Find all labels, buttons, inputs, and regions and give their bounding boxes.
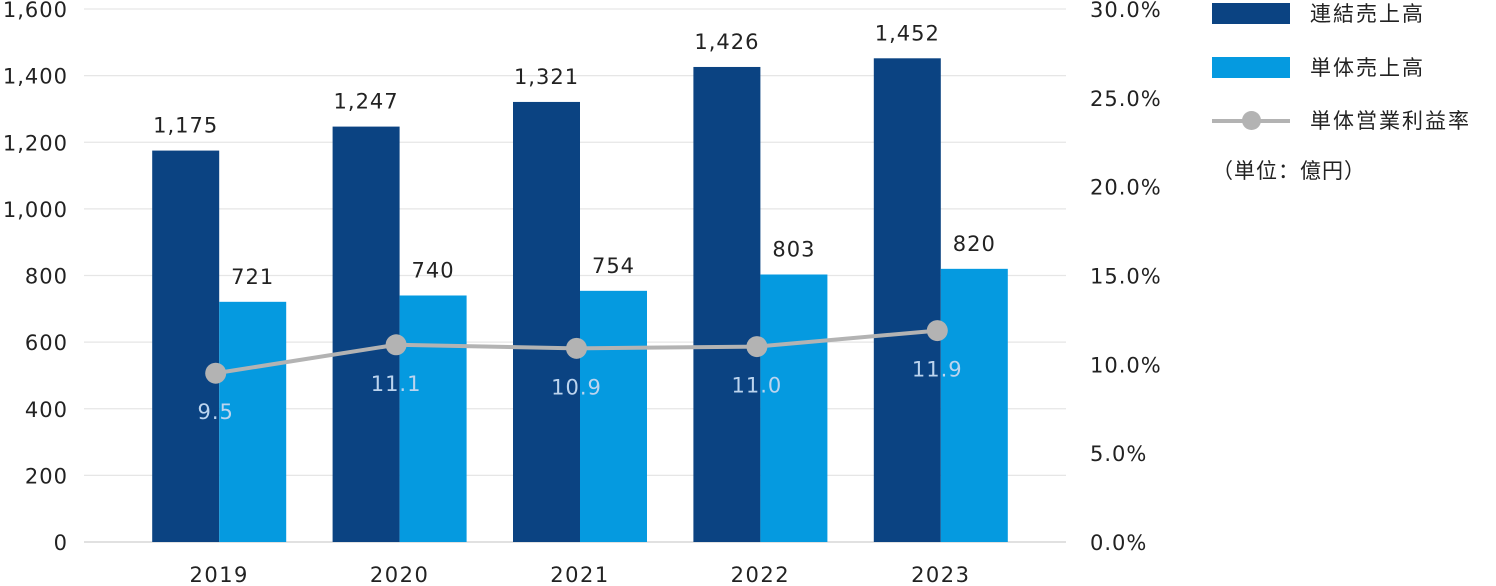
x-tick-label: 2021 — [550, 563, 609, 586]
left-axis: 0 200 400 600 800 1,000 1,200 1,400 1,600 — [3, 0, 68, 555]
bar-2021-s0 — [513, 101, 580, 543]
unit-note: （単位：億円） — [1212, 159, 1366, 183]
left-tick-label: 400 — [25, 398, 68, 422]
legend-label: 単体売上高 — [1310, 56, 1425, 80]
bar-value-label: 740 — [412, 258, 455, 282]
margin-point-2023 — [926, 320, 948, 342]
bar-value-label: 721 — [231, 265, 274, 289]
margin-point-2019 — [205, 362, 227, 384]
bar-2023-s1 — [940, 268, 1008, 542]
legend-item-standalone-sales: 単体売上高 — [1212, 50, 1425, 84]
bar-2019-s0 — [152, 150, 220, 542]
left-tick-label: 800 — [25, 265, 68, 289]
bar-value-label: 754 — [592, 254, 635, 278]
bar-2023-s0 — [873, 58, 941, 543]
legend-item-consolidated-sales: 連結売上高 — [1212, 0, 1425, 30]
left-tick-label: 1,400 — [3, 65, 68, 89]
margin-value-label: 9.5 — [197, 400, 233, 424]
right-tick-label: 20.0% — [1090, 176, 1162, 200]
right-tick-label: 5.0% — [1090, 442, 1147, 466]
bar-2020-s1 — [399, 295, 467, 542]
margin-value-label: 11.0 — [732, 374, 783, 398]
legend-swatch-margin-line — [1212, 110, 1290, 131]
x-tick-label: 2019 — [189, 563, 248, 586]
margin-point-2021 — [566, 337, 587, 359]
right-tick-label: 30.0% — [1090, 0, 1162, 22]
bar-value-label: 803 — [772, 238, 815, 262]
x-tick-label: 2022 — [731, 563, 790, 586]
bar-value-label: 1,247 — [334, 90, 399, 114]
margin-value-label: 11.1 — [371, 372, 422, 396]
legend-label: 連結売上高 — [1310, 2, 1425, 26]
bar-value-label: 820 — [953, 232, 996, 256]
right-tick-label: 15.0% — [1090, 265, 1162, 289]
legend-swatch-consolidated — [1212, 2, 1290, 24]
bar-2020-s0 — [332, 126, 400, 542]
bar-value-label: 1,321 — [514, 65, 579, 89]
bar-2021-s1 — [580, 290, 647, 542]
margin-point-2022 — [746, 336, 768, 358]
left-tick-label: 1,600 — [3, 0, 68, 22]
bar-2019-s1 — [219, 301, 287, 542]
bar-2022-s1 — [760, 274, 828, 542]
right-tick-label: 0.0% — [1090, 531, 1147, 555]
margin-point-2020 — [385, 334, 407, 356]
x-tick-label: 2023 — [911, 563, 970, 586]
bar-value-label: 1,452 — [875, 21, 940, 45]
margin-value-label: 11.9 — [912, 358, 963, 382]
left-tick-label: 0 — [54, 531, 68, 555]
bar-value-label: 1,426 — [694, 30, 759, 54]
legend-item-operating-margin: 単体営業利益率 — [1212, 103, 1471, 137]
legend-swatch-standalone — [1212, 56, 1290, 78]
left-tick-label: 1,200 — [3, 131, 68, 155]
legend-label: 単体営業利益率 — [1310, 109, 1471, 133]
right-axis: 0.0% 5.0% 10.0% 15.0% 20.0% 25.0% 30.0% — [1090, 0, 1162, 555]
right-tick-label: 10.0% — [1090, 353, 1162, 377]
left-tick-label: 1,000 — [3, 198, 68, 222]
margin-value-label: 10.9 — [551, 375, 602, 399]
bars: 1,175 1,247 1,321 1,426 1,452 721 740 754 803 820 — [152, 21, 1008, 543]
bar-2022-s0 — [693, 66, 761, 543]
x-tick-label: 2020 — [370, 563, 429, 586]
x-axis: 2019 2020 2021 2022 2023 — [189, 563, 970, 586]
margin-line: 9.5 11.1 10.9 11.0 11.9 — [197, 320, 962, 424]
left-tick-label: 600 — [25, 331, 68, 355]
left-tick-label: 200 — [25, 464, 68, 488]
bar-value-label: 1,175 — [153, 114, 218, 138]
right-tick-label: 25.0% — [1090, 87, 1162, 111]
